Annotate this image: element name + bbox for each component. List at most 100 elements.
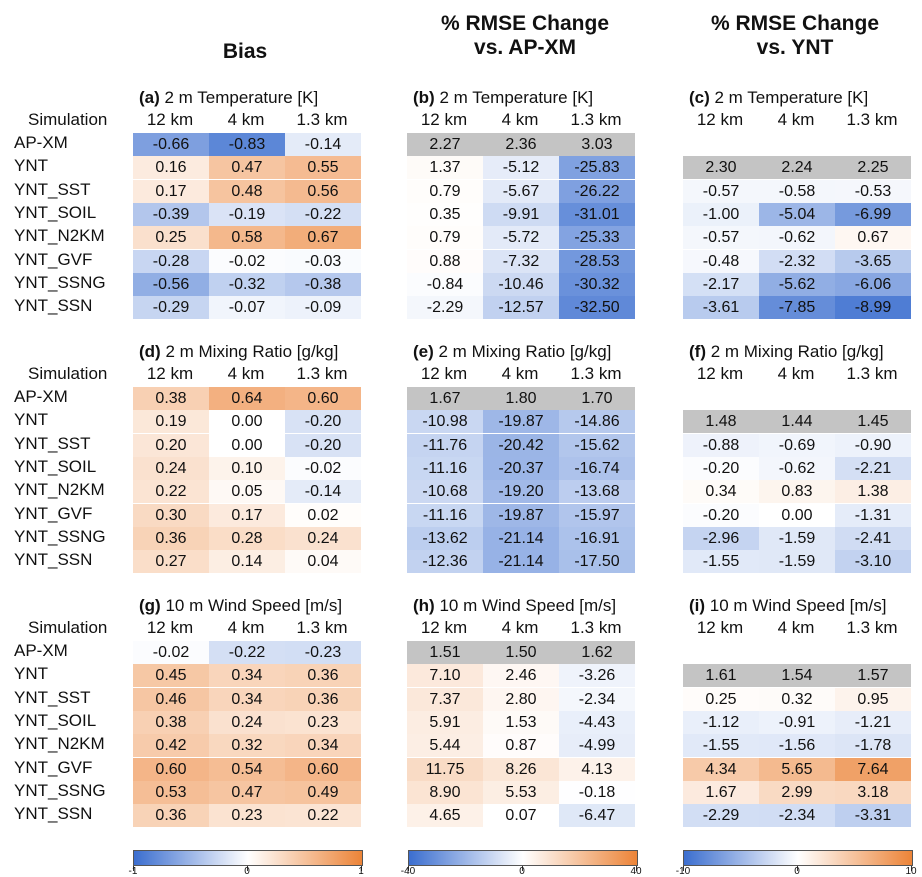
heatmap-cell: -2.34 xyxy=(559,687,635,711)
heatmap-cell: 2.36 xyxy=(483,133,559,156)
heatmap-cell: -4.99 xyxy=(559,734,635,758)
heatmap-cell: -16.74 xyxy=(559,456,635,480)
row-label: AP-XM xyxy=(14,641,68,660)
heatmap-cell: 0.24 xyxy=(133,456,209,480)
heatmap-cell: 1.53 xyxy=(483,710,559,734)
heatmap-cell: 0.38 xyxy=(133,710,209,734)
heatmap-cell: 0.67 xyxy=(835,226,911,250)
heatmap-cell: -0.09 xyxy=(285,296,361,320)
heatmap-cell: -0.32 xyxy=(209,272,285,296)
heatmap-cell: -0.20 xyxy=(285,433,361,457)
resolution-header: 4 km xyxy=(227,110,265,129)
heatmap-cell: 1.54 xyxy=(759,664,835,688)
rmse-ynt-title-line2: vs. YNT xyxy=(756,36,834,59)
heatmap-cell: 0.88 xyxy=(407,249,483,273)
heatmap-cell: 2.27 xyxy=(407,133,483,156)
heatmap-cell: 0.30 xyxy=(133,503,209,527)
heatmap-cell: -11.16 xyxy=(407,456,483,480)
heatmap-cell: -2.17 xyxy=(683,272,759,296)
heatmap-cell: -0.53 xyxy=(835,179,911,203)
heatmap-cell: 0.60 xyxy=(285,387,361,410)
heatmap-cell: -1.21 xyxy=(835,710,911,734)
heatmap-cell: 0.25 xyxy=(133,226,209,250)
heatmap-cell: -5.62 xyxy=(759,272,835,296)
heatmap-cell: -0.02 xyxy=(285,456,361,480)
heatmap-cell: 0.36 xyxy=(285,664,361,688)
panel-letter: (a) xyxy=(139,88,160,107)
heatmap-cell: 0.87 xyxy=(483,734,559,758)
heatmap-cell: 0.95 xyxy=(835,687,911,711)
heatmap-cell: 2.30 xyxy=(683,156,759,180)
heatmap-cell: 5.65 xyxy=(759,757,835,781)
heatmap-cell: 0.58 xyxy=(209,226,285,250)
row-label: YNT_SSN xyxy=(14,296,93,316)
heatmap-cell: -31.01 xyxy=(559,202,635,226)
heatmap-cell: 0.24 xyxy=(285,526,361,550)
row-label: YNT xyxy=(14,410,48,430)
heatmap-cell: -0.20 xyxy=(683,456,759,480)
heatmap-cell: -0.69 xyxy=(759,433,835,457)
heatmap-cell: 0.54 xyxy=(209,757,285,781)
row-label: YNT xyxy=(14,156,48,176)
resolution-header: 1.3 km xyxy=(570,110,622,129)
colorbar xyxy=(133,850,363,866)
panel-letter: (g) xyxy=(139,596,161,615)
heatmap-cell: -0.88 xyxy=(683,433,759,457)
resolution-header: 4 km xyxy=(501,618,539,637)
panel-title: (a) 2 m Temperature [K] xyxy=(139,88,318,108)
panel-title: (c) 2 m Temperature [K] xyxy=(689,88,868,108)
heatmap-cell: -2.41 xyxy=(835,526,911,550)
heatmap-cell: 2.99 xyxy=(759,780,835,804)
resolution-header: 4 km xyxy=(227,364,265,383)
heatmap-cell: -2.21 xyxy=(835,456,911,480)
heatmap-cell: 5.91 xyxy=(407,710,483,734)
heatmap-cell: -25.83 xyxy=(559,156,635,180)
heatmap-cell: -8.99 xyxy=(835,296,911,320)
heatmap-cell: -7.85 xyxy=(759,296,835,320)
simulation-header: Simulation xyxy=(28,364,108,383)
heatmap-cell: -25.33 xyxy=(559,226,635,250)
resolution-header: 4 km xyxy=(777,618,815,637)
resolution-header: 12 km xyxy=(696,110,744,129)
resolution-header: 1.3 km xyxy=(296,110,348,129)
rmse-ynt-title-line1: % RMSE Change xyxy=(710,12,880,35)
heatmap-cell: -3.10 xyxy=(835,550,911,574)
resolution-header: 1.3 km xyxy=(846,364,898,383)
resolution-header: 12 km xyxy=(420,110,468,129)
heatmap-cell: -15.62 xyxy=(559,433,635,457)
heatmap-cell: 1.61 xyxy=(683,664,759,688)
heatmap-cell: -32.50 xyxy=(559,296,635,320)
heatmap-cell: 1.45 xyxy=(835,410,911,434)
heatmap-cell: -3.31 xyxy=(835,804,911,828)
heatmap-cell: 0.34 xyxy=(209,687,285,711)
panel-title: (b) 2 m Temperature [K] xyxy=(413,88,593,108)
heatmap-cell: -9.91 xyxy=(483,202,559,226)
heatmap-cell: 0.07 xyxy=(483,804,559,828)
heatmap-cell: -0.23 xyxy=(285,641,361,664)
row-label: YNT xyxy=(14,664,48,684)
resolution-header: 12 km xyxy=(146,364,194,383)
panel-title: (h) 10 m Wind Speed [m/s] xyxy=(413,596,616,616)
panel-letter: (b) xyxy=(413,88,435,107)
heatmap-cell: 0.67 xyxy=(285,226,361,250)
heatmap-cell: -2.96 xyxy=(683,526,759,550)
heatmap-cell: 0.04 xyxy=(285,550,361,574)
heatmap-cell: -0.14 xyxy=(285,480,361,504)
heatmap-cell: 0.55 xyxy=(285,156,361,180)
row-label: YNT_GVF xyxy=(14,757,93,777)
heatmap-cell: 3.03 xyxy=(559,133,635,156)
heatmap-cell: -6.06 xyxy=(835,272,911,296)
colorbar-tick xyxy=(522,866,523,871)
heatmap-cell: 0.00 xyxy=(759,503,835,527)
colorbar-tick xyxy=(361,866,362,871)
heatmap-cell: 0.38 xyxy=(133,387,209,410)
heatmap-cell: -6.99 xyxy=(835,202,911,226)
resolution-header: 1.3 km xyxy=(296,364,348,383)
row-label: YNT_SOIL xyxy=(14,202,97,222)
resolution-header: 4 km xyxy=(777,364,815,383)
heatmap-cell: 0.48 xyxy=(209,179,285,203)
heatmap-cell: -4.43 xyxy=(559,710,635,734)
heatmap-cell: 4.34 xyxy=(683,757,759,781)
heatmap-cell: -0.83 xyxy=(209,133,285,156)
heatmap-cell: -13.68 xyxy=(559,480,635,504)
